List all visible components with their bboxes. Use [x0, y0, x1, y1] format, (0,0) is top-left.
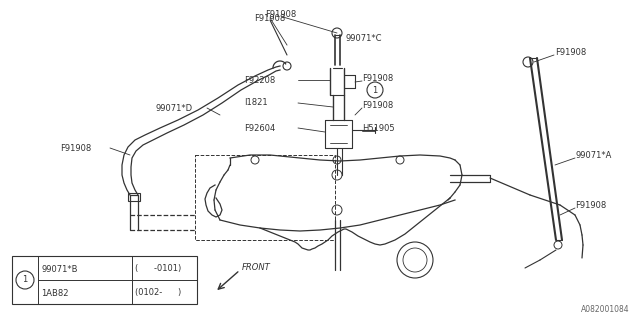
Text: F91908: F91908: [60, 143, 92, 153]
Text: 99071*A: 99071*A: [575, 150, 611, 159]
Text: I1821: I1821: [244, 98, 268, 107]
Text: F92604: F92604: [244, 124, 275, 132]
Text: H51905: H51905: [362, 124, 395, 132]
Text: FRONT: FRONT: [242, 263, 271, 273]
Text: 99071*C: 99071*C: [345, 34, 381, 43]
Text: F91908: F91908: [254, 13, 285, 22]
Text: F91908: F91908: [575, 201, 606, 210]
Text: 1: 1: [372, 85, 378, 94]
Text: 1: 1: [22, 276, 28, 284]
Text: (      -0101): ( -0101): [135, 265, 181, 274]
Text: F91908: F91908: [265, 10, 296, 19]
Text: 99071*B: 99071*B: [41, 265, 77, 274]
Text: 1AB82: 1AB82: [41, 289, 68, 298]
Text: F92208: F92208: [244, 76, 275, 84]
Text: F91908: F91908: [555, 47, 586, 57]
Text: F91908: F91908: [362, 100, 393, 109]
Text: 99071*D: 99071*D: [155, 103, 192, 113]
Bar: [12, 256, 197, 304]
Text: A082001084: A082001084: [581, 305, 630, 314]
Text: F91908: F91908: [362, 74, 393, 83]
Text: (0102-      ): (0102- ): [135, 289, 181, 298]
Bar: [195, 155, 335, 240]
Bar: [128, 193, 140, 201]
